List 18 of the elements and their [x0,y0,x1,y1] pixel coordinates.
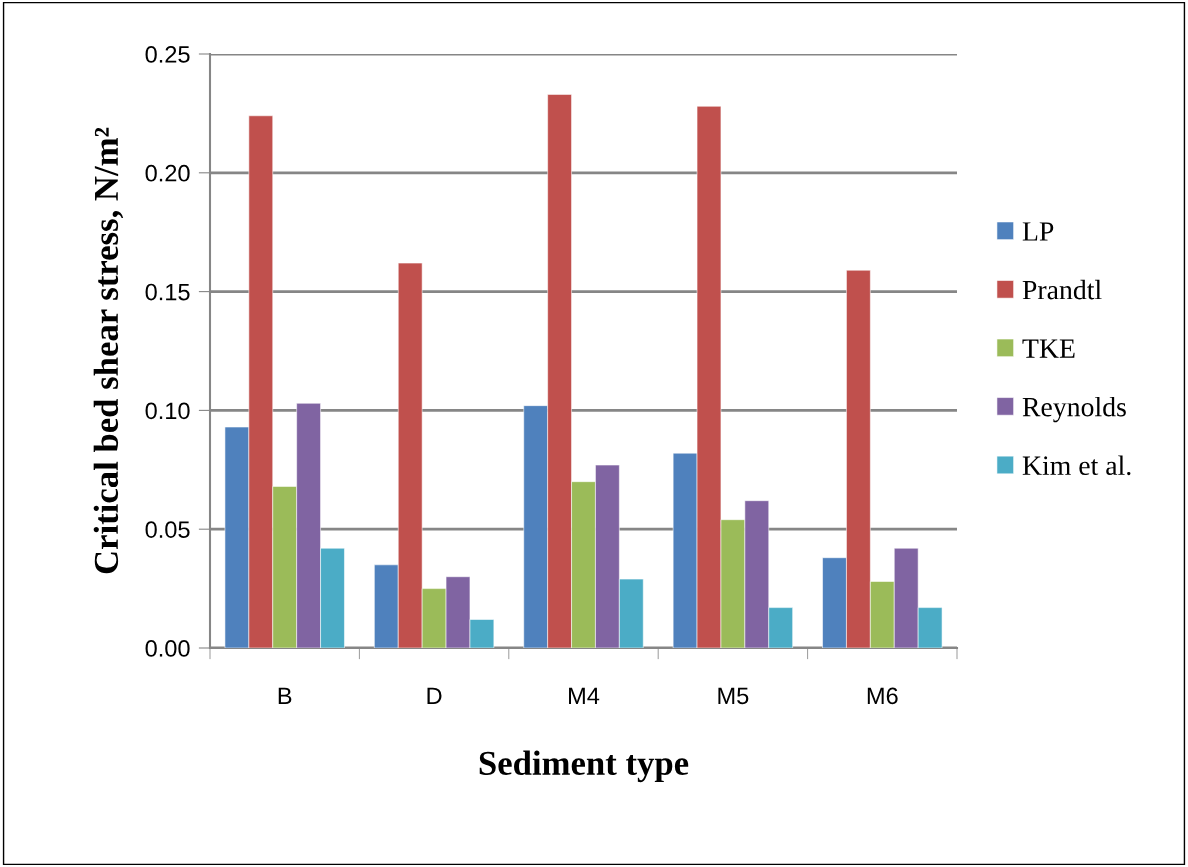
y-tick-label: 0.15 [145,283,190,301]
legend-label: Kim et al. [1022,455,1131,476]
x-tick-label: M6 [867,687,898,705]
legend-label: LP [1022,222,1054,241]
y-axis-title: Critical bed shear stress, N/m² [93,127,124,574]
y-tick-label: 0.05 [145,521,190,538]
legend-label: Reynolds [1022,396,1126,423]
x-axis-title: Sediment type [479,750,689,783]
x-tick-label: M4 [569,687,600,704]
legend-label: Prandtl [1022,279,1102,300]
x-tick-label: B [278,687,292,704]
x-tick-label: D [427,687,442,704]
legend-label: TKE [1022,339,1075,358]
y-tick-label: 0.10 [145,402,190,420]
y-tick-label: 0.00 [145,640,190,657]
y-tick-label: 0.25 [145,46,190,63]
y-tick-label: 0.20 [145,164,190,182]
x-tick-label: M5 [718,687,749,705]
